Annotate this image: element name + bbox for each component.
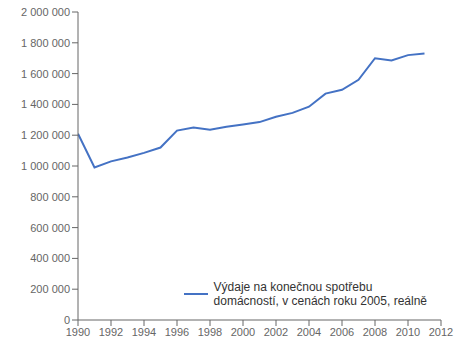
svg-text:2008: 2008	[363, 326, 387, 338]
html-text:domácností, v cenách roku 2005: domácností, v cenách roku 2005, reálně	[213, 294, 427, 308]
svg-text:2004: 2004	[297, 326, 321, 338]
svg-text:1996: 1996	[165, 326, 189, 338]
svg-text:1 800 000: 1 800 000	[21, 37, 70, 49]
svg-text:1990: 1990	[66, 326, 90, 338]
svg-text:200 000: 200 000	[30, 283, 70, 295]
svg-text:1998: 1998	[198, 326, 222, 338]
svg-text:2002: 2002	[264, 326, 288, 338]
svg-text:1 000 000: 1 000 000	[21, 160, 70, 172]
svg-text:1992: 1992	[99, 326, 123, 338]
svg-text:2006: 2006	[330, 326, 354, 338]
svg-text:2 000 000: 2 000 000	[21, 6, 70, 18]
svg-text:1 200 000: 1 200 000	[21, 129, 70, 141]
svg-text:1 400 000: 1 400 000	[21, 98, 70, 110]
svg-text:2012: 2012	[429, 326, 453, 338]
svg-text:1 600 000: 1 600 000	[21, 68, 70, 80]
svg-text:400 000: 400 000	[30, 252, 70, 264]
svg-text:0: 0	[64, 314, 70, 326]
svg-text:2010: 2010	[396, 326, 420, 338]
svg-text:600 000: 600 000	[30, 222, 70, 234]
svg-text:1994: 1994	[132, 326, 156, 338]
svg-text:800 000: 800 000	[30, 191, 70, 203]
html-text:Výdaje na konečnou spotřebu: Výdaje na konečnou spotřebu	[213, 280, 373, 294]
svg-text:2000: 2000	[231, 326, 255, 338]
